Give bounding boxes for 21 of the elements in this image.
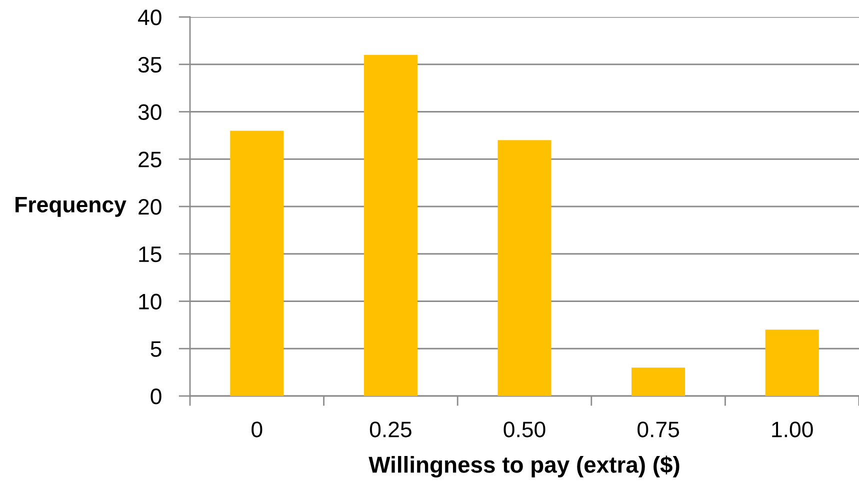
bar	[765, 330, 819, 396]
y-tick-label: 20	[138, 199, 162, 215]
x-tick-label: 0.50	[504, 422, 546, 438]
y-tick-label: 0	[150, 388, 162, 404]
bar	[498, 140, 552, 396]
bar	[632, 368, 686, 396]
y-tick-label: 35	[138, 56, 162, 73]
y-tick-label: 5	[150, 341, 162, 357]
y-tick-label: 10	[139, 294, 162, 310]
y-tick-label: 40	[138, 10, 162, 26]
x-tick-label: 0.75	[638, 422, 679, 438]
x-tick-label: 0.25	[370, 422, 412, 438]
x-axis-title: Willingness to pay (extra) ($)	[368, 456, 680, 478]
y-tick-label: 30	[138, 104, 162, 120]
bar	[364, 54, 418, 396]
y-tick-label: 15	[139, 246, 162, 262]
y-axis-title: Frequency	[16, 196, 126, 217]
y-tick-label: 25	[138, 152, 162, 168]
bar	[230, 130, 284, 396]
x-tick-label: 0	[252, 422, 262, 438]
x-tick-label: 1.00	[772, 422, 813, 438]
